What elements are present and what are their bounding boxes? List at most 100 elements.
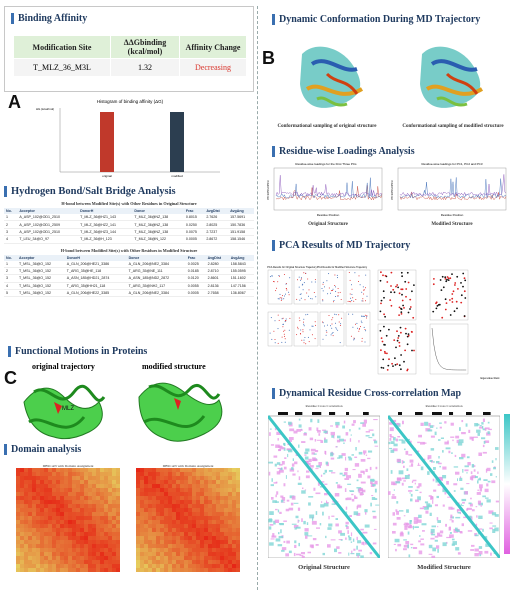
heatmap-cell (140, 528, 144, 532)
dccm-cell (313, 453, 317, 455)
heatmap-cell (228, 492, 232, 496)
histogram-bar-modified (170, 112, 184, 172)
dccm-cell (452, 541, 457, 545)
heatmap-cell (212, 532, 216, 536)
heatmap-cell (36, 472, 40, 476)
pca-point (341, 317, 343, 319)
heatmap-cell (164, 520, 168, 524)
heatmap-cell (188, 568, 192, 572)
pca-point (451, 293, 454, 295)
heatmap-cell (88, 540, 92, 544)
pca-point (440, 289, 443, 291)
heatmap-cell (152, 556, 156, 560)
dccm-cell (465, 423, 468, 427)
heatmap-cell (20, 472, 24, 476)
heatmap-cell (172, 520, 176, 524)
heatmap-cell (16, 532, 20, 536)
dccm-cell (268, 471, 271, 476)
heatmap-cell (212, 516, 216, 520)
heatmap-cell (196, 468, 200, 472)
heatmap-cell (168, 568, 172, 572)
heatmap-cell (168, 528, 172, 532)
heatmap-cell (200, 556, 204, 560)
heatmap-cell (200, 492, 204, 496)
pca-point (366, 315, 368, 317)
dccm-cell (412, 479, 417, 482)
table-cell: 2.8136 (205, 282, 229, 291)
dccm-cell (338, 530, 342, 534)
heatmap-cell (232, 496, 236, 500)
dccm-cell (372, 542, 377, 545)
dccm-cell (456, 529, 460, 532)
heatmap-cell (140, 488, 144, 492)
dccm-cell (275, 501, 279, 503)
dccm-cell (301, 441, 306, 443)
heatmap-cell (192, 476, 196, 480)
pca-point (337, 288, 339, 289)
dccm-cell (400, 531, 403, 535)
heatmap-cell (64, 488, 68, 492)
heatmap-cell (96, 520, 100, 524)
dccm-cell (274, 519, 280, 523)
heatmap-cell (136, 504, 140, 508)
pca-point (359, 328, 361, 330)
heatmap-cell (140, 512, 144, 516)
histogram-chart: Histogram of binding affinity (ΔG) ΔG (k… (30, 96, 230, 180)
heatmap-cell (224, 548, 228, 552)
heatmap-cell (104, 556, 108, 560)
dccm-cell (360, 528, 364, 531)
pca-point (353, 339, 355, 341)
heatmap-cell (176, 484, 180, 488)
pca-point (350, 335, 352, 337)
dccm-cell (438, 534, 443, 537)
column-divider (257, 6, 259, 590)
dccm-cell (358, 487, 363, 491)
heatmap-cell (32, 512, 36, 516)
dccm-cell (468, 502, 472, 505)
table-cell: 151.1602 (228, 274, 254, 283)
heatmap-cell (96, 516, 100, 520)
heatmap-cell (88, 560, 92, 564)
heatmap-cell (204, 532, 208, 536)
heatmap-cell (192, 536, 196, 540)
dccm-cell (396, 501, 399, 504)
dccm-cell (479, 425, 482, 427)
dccm-cell (457, 552, 461, 555)
pca-point (314, 279, 316, 281)
pca-point (363, 289, 365, 291)
heatmap-cell (168, 536, 172, 540)
heatmap-cell (40, 496, 44, 500)
heatmap-cell (92, 508, 96, 512)
dccm-cell (428, 422, 431, 427)
heatmap-cell (28, 488, 32, 492)
loading-line (275, 177, 383, 199)
heatmap-cell (88, 556, 92, 560)
dccm-cell (291, 523, 297, 525)
dccm-cell (311, 452, 315, 455)
heatmap-cell (192, 480, 196, 484)
table-cell: T_MLZ_36@NZ_138 (132, 214, 184, 222)
heatmap-cell (236, 496, 240, 500)
table-cell: 2 (4, 220, 18, 229)
histogram-xtick-modified: modified (171, 174, 183, 178)
heatmap-cell (224, 568, 228, 572)
dccm-cell (474, 533, 477, 537)
pca-point (334, 313, 336, 315)
dccm-cell (470, 549, 475, 551)
table-cell: T_LEU_34@O_97 (17, 235, 79, 244)
dccm-cell (275, 538, 281, 542)
heatmap-cell (184, 544, 188, 548)
heatmap-cell (212, 528, 216, 532)
heatmap-cell (116, 508, 120, 512)
dccm-cell (347, 530, 349, 534)
dccm-cell (346, 497, 352, 501)
pca-point (394, 364, 397, 366)
heatmap-cell (184, 568, 188, 572)
dccm-cell (479, 426, 483, 429)
heatmap-cell (44, 552, 48, 556)
heatmap-cell (108, 500, 112, 504)
heatmap-cell (44, 472, 48, 476)
heatmap-cell (80, 500, 84, 504)
heatmap-cell (228, 548, 232, 552)
dccm-cell (297, 470, 299, 473)
